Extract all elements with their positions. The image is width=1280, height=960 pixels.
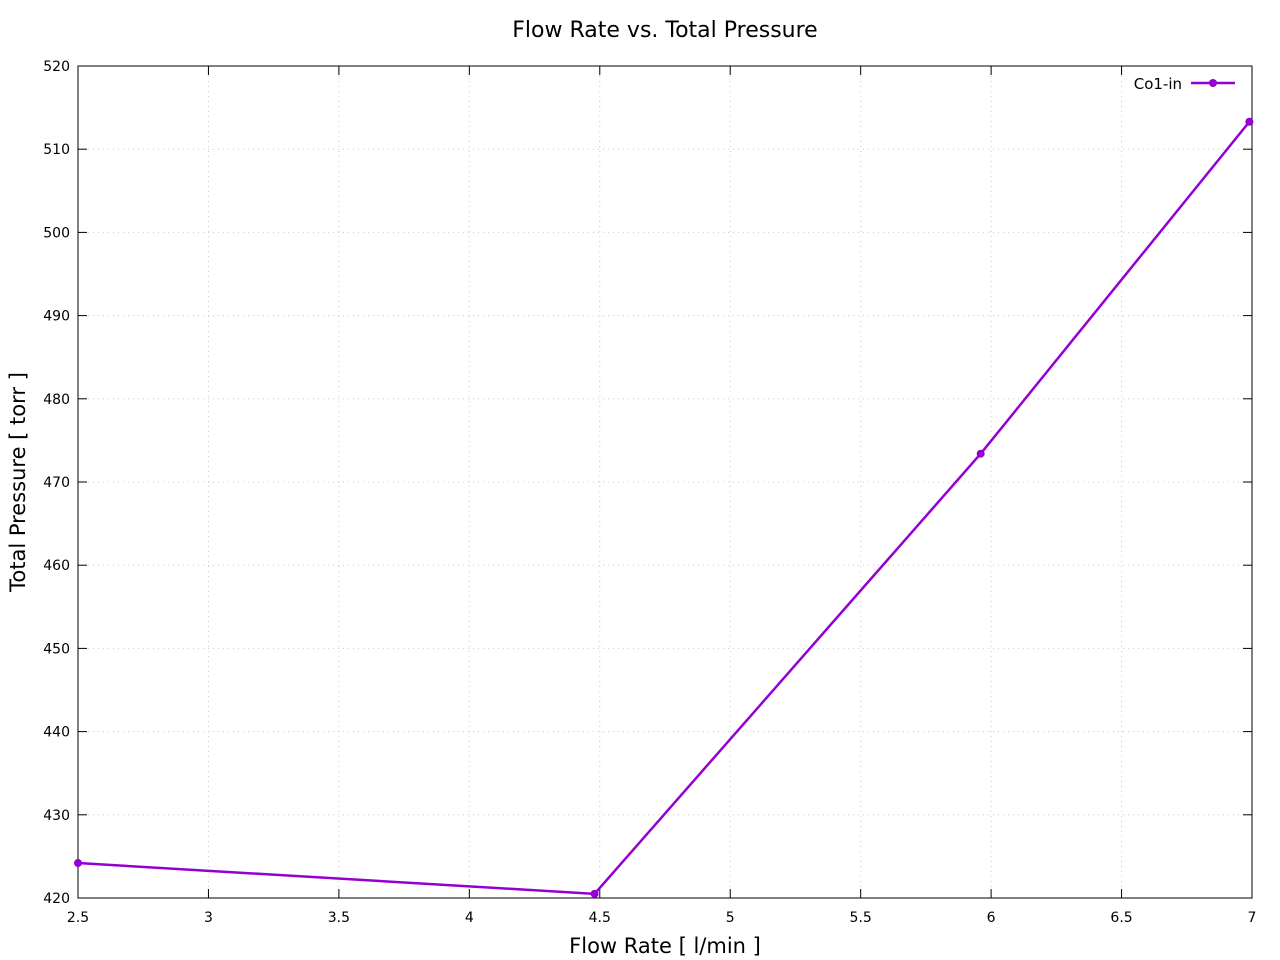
data-point bbox=[976, 449, 985, 458]
y-tick-label: 500 bbox=[43, 225, 70, 241]
data-point bbox=[590, 889, 599, 898]
grid-lines bbox=[78, 66, 1252, 898]
y-axis-label: Total Pressure [ torr ] bbox=[6, 372, 30, 593]
x-tick-label: 6 bbox=[987, 910, 996, 926]
y-tick-label: 430 bbox=[43, 808, 70, 824]
x-tick-label: 6.5 bbox=[1110, 910, 1132, 926]
y-tick-label: 440 bbox=[43, 725, 70, 741]
y-tick-label: 520 bbox=[43, 59, 70, 75]
legend-marker bbox=[1209, 79, 1217, 87]
data-point bbox=[1245, 117, 1254, 126]
y-tick-label: 450 bbox=[43, 641, 70, 657]
plot-area-border bbox=[77, 65, 1253, 899]
x-tick-label: 3 bbox=[204, 910, 213, 926]
axis-ticks: 2.5 3 3.5 4 4.5 5 5.5 6 6.5 7 420 430 440 450 460 470 48… bbox=[43, 59, 1256, 926]
x-tick-label: 5 bbox=[726, 910, 735, 926]
x-tick-label: 2.5 bbox=[67, 910, 89, 926]
y-tick-label: 420 bbox=[43, 891, 70, 907]
y-tick-label: 460 bbox=[43, 558, 70, 574]
legend: Co1-in bbox=[1134, 75, 1235, 93]
x-tick-label: 7 bbox=[1248, 910, 1257, 926]
x-tick-label: 5.5 bbox=[850, 910, 872, 926]
y-tick-label: 470 bbox=[43, 475, 70, 491]
x-tick-label: 4.5 bbox=[589, 910, 611, 926]
x-tick-label: 4 bbox=[465, 910, 474, 926]
x-tick-label: 3.5 bbox=[328, 910, 350, 926]
series-layer bbox=[74, 117, 1254, 898]
x-axis-label: Flow Rate [ l/min ] bbox=[569, 934, 761, 958]
y-tick-label: 510 bbox=[43, 142, 70, 158]
series-line bbox=[77, 120, 1251, 896]
chart-title: Flow Rate vs. Total Pressure bbox=[512, 18, 817, 43]
data-point bbox=[74, 859, 82, 868]
y-tick-label: 480 bbox=[43, 392, 70, 408]
y-tick-label: 490 bbox=[43, 309, 70, 325]
legend-label: Co1-in bbox=[1134, 75, 1182, 93]
